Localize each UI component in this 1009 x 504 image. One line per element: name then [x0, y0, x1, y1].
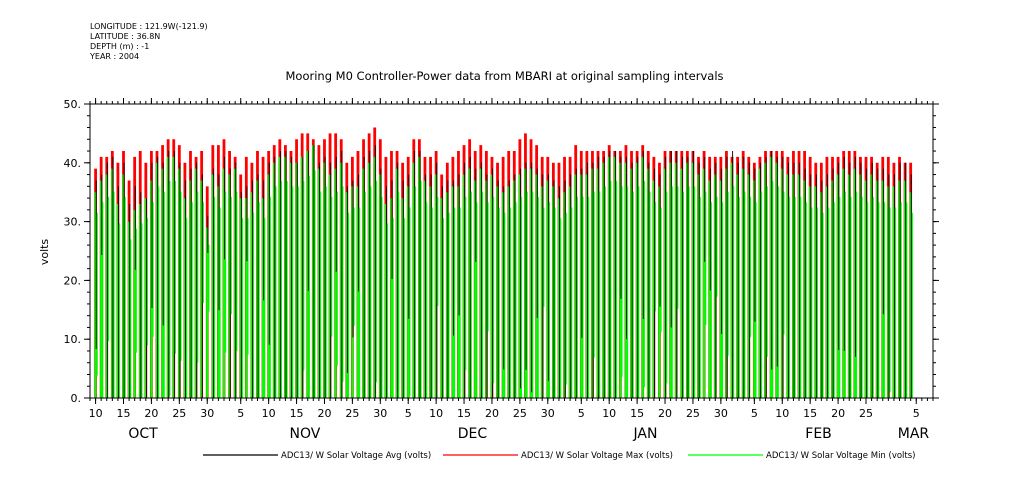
metadata-block: LONGITUDE : 121.9W(-121.9) LATITUDE : 36…: [90, 22, 208, 62]
year-text: YEAR : 2004: [90, 52, 140, 61]
x-tick-label: 20: [485, 407, 499, 420]
month-label: DEC: [458, 426, 488, 442]
x-tick-label: 10: [89, 407, 103, 420]
depth-text: DEPTH (m) : -1: [90, 42, 150, 51]
x-tick-label: 20: [831, 407, 845, 420]
x-tick-label: 25: [513, 407, 527, 420]
x-tick-label: 5: [751, 407, 758, 420]
x-tick-label: 5: [405, 407, 412, 420]
latitude-text: LATITUDE : 36.8N: [90, 32, 161, 41]
series-2-bars: [94, 145, 913, 398]
x-tick-label: 5: [578, 407, 585, 420]
x-tick-label: 15: [803, 407, 817, 420]
y-tick-label: 0.: [71, 392, 82, 405]
x-tick-label: 10: [775, 407, 789, 420]
x-tick-label: 15: [630, 407, 644, 420]
x-tick-label: 25: [686, 407, 700, 420]
legend-entry: ADC13/ W Solar Voltage Avg (volts): [281, 451, 431, 461]
y-tick-label: 50.: [64, 98, 82, 111]
chart-title: Mooring M0 Controller-Power data from MB…: [285, 69, 724, 83]
chart-legend: ADC13/ W Solar Voltage Avg (volts) ADC13/…: [203, 451, 916, 461]
x-tick-label: 5: [237, 407, 244, 420]
longitude-text: LONGITUDE : 121.9W(-121.9): [90, 22, 208, 31]
y-tick-label: 40.: [64, 157, 82, 170]
month-label: MAR: [898, 426, 930, 442]
x-tick-label: 20: [658, 407, 672, 420]
x-tick-label: 20: [144, 407, 158, 420]
series-0-bars: [95, 145, 912, 398]
x-tick-label: 5: [913, 407, 920, 420]
x-tick-label: 30: [714, 407, 728, 420]
x-tick-label: 10: [262, 407, 276, 420]
legend-entry: ADC13/ W Solar Voltage Min (volts): [766, 451, 916, 461]
x-tick-label: 30: [200, 407, 214, 420]
chart-axes: 0. 10. 20. 30. 40. 50. 10 15 20 25 30 5 10 15 20 25 30 5 1…: [64, 98, 939, 442]
x-tick-label: 25: [172, 407, 186, 420]
x-tick-label: 30: [373, 407, 387, 420]
x-tick-label: 25: [345, 407, 359, 420]
y-tick-label: 20.: [64, 274, 82, 287]
month-label: NOV: [290, 426, 321, 442]
y-axis-label: volts: [38, 239, 51, 266]
x-tick-label: 15: [116, 407, 130, 420]
x-tick-label: 15: [290, 407, 304, 420]
plot-frame: [89, 103, 934, 399]
month-label: FEB: [805, 426, 832, 442]
x-tick-label: 15: [457, 407, 471, 420]
x-tick-label: 10: [602, 407, 616, 420]
legend-entry: ADC13/ W Solar Voltage Max (volts): [521, 451, 673, 461]
x-tick-label: 25: [859, 407, 873, 420]
month-label: JAN: [633, 426, 658, 442]
x-tick-label: 20: [317, 407, 331, 420]
y-tick-label: 30.: [64, 216, 82, 229]
y-tick-label: 10.: [64, 333, 82, 346]
x-tick-label: 10: [429, 407, 443, 420]
month-label: OCT: [128, 426, 158, 442]
x-tick-label: 30: [541, 407, 555, 420]
chart-bars: [94, 127, 913, 398]
